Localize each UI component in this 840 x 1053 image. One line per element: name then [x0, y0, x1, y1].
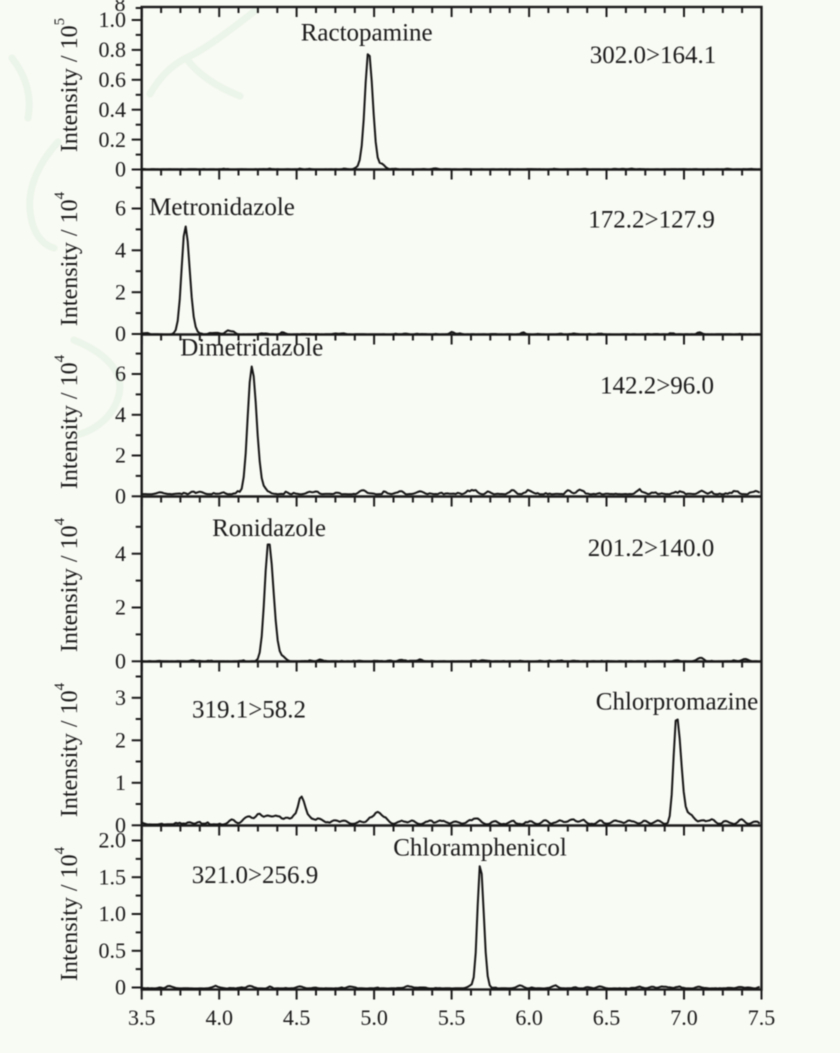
svg-text:6.0: 6.0 [515, 1005, 543, 1030]
svg-text:Intensity / 104: Intensity / 104 [52, 354, 83, 489]
svg-text:2.0: 2.0 [99, 828, 127, 853]
svg-text:1.0: 1.0 [99, 901, 127, 926]
svg-text:4: 4 [115, 541, 126, 566]
svg-text:3.5: 3.5 [128, 1005, 156, 1030]
svg-text:Ractopamine: Ractopamine [301, 20, 433, 47]
svg-text:302.0>164.1: 302.0>164.1 [590, 42, 717, 69]
svg-text:321.0>256.9: 321.0>256.9 [192, 862, 319, 889]
svg-text:1.0: 1.0 [99, 7, 127, 32]
svg-text:Intensity / 104: Intensity / 104 [52, 846, 83, 981]
svg-text:201.2>140.0: 201.2>140.0 [588, 535, 715, 562]
svg-text:3: 3 [115, 685, 126, 710]
svg-text:7.0: 7.0 [670, 1005, 698, 1030]
svg-text:5.0: 5.0 [360, 1005, 388, 1030]
svg-text:2: 2 [115, 443, 126, 468]
svg-text:6: 6 [115, 196, 126, 221]
svg-text:Metronidazole: Metronidazole [149, 194, 295, 221]
svg-text:8: 8 [115, 0, 126, 16]
svg-text:0.5: 0.5 [99, 938, 127, 963]
svg-text:Intensity / 104: Intensity / 104 [52, 682, 83, 817]
svg-text:4: 4 [115, 238, 126, 263]
svg-text:0: 0 [115, 157, 126, 182]
svg-text:2: 2 [115, 595, 126, 620]
svg-text:0.4: 0.4 [99, 97, 127, 122]
svg-text:0: 0 [115, 321, 126, 346]
svg-text:7.5: 7.5 [748, 1005, 776, 1030]
svg-text:6: 6 [115, 361, 126, 386]
svg-text:6.5: 6.5 [593, 1005, 621, 1030]
svg-text:142.2>96.0: 142.2>96.0 [600, 373, 714, 400]
svg-text:4: 4 [115, 402, 126, 427]
svg-text:Intensity / 105: Intensity / 105 [52, 18, 83, 152]
svg-text:5.5: 5.5 [438, 1005, 466, 1030]
svg-text:Chloramphenicol: Chloramphenicol [393, 835, 567, 862]
svg-text:0.8: 0.8 [99, 37, 127, 62]
svg-text:Intensity / 104: Intensity / 104 [52, 517, 83, 652]
svg-text:1.5: 1.5 [99, 865, 127, 890]
svg-text:4.0: 4.0 [205, 1005, 233, 1030]
svg-text:0.2: 0.2 [99, 127, 127, 152]
svg-text:0: 0 [115, 813, 126, 838]
svg-text:319.1>58.2: 319.1>58.2 [192, 697, 306, 724]
svg-text:2: 2 [115, 728, 126, 753]
svg-text:0: 0 [115, 975, 126, 1000]
svg-text:Ronidazole: Ronidazole [212, 515, 326, 542]
svg-text:Dimetridazole: Dimetridazole [180, 335, 323, 362]
svg-text:4.5: 4.5 [283, 1005, 311, 1030]
svg-text:0: 0 [115, 649, 126, 674]
svg-text:1: 1 [115, 770, 126, 795]
svg-text:Intensity / 104: Intensity / 104 [52, 191, 83, 326]
svg-text:2: 2 [115, 279, 126, 304]
svg-text:0: 0 [115, 484, 126, 509]
svg-text:172.2>127.9: 172.2>127.9 [588, 207, 715, 234]
svg-text:Chlorpromazine: Chlorpromazine [596, 689, 758, 716]
svg-text:0.6: 0.6 [99, 67, 127, 92]
